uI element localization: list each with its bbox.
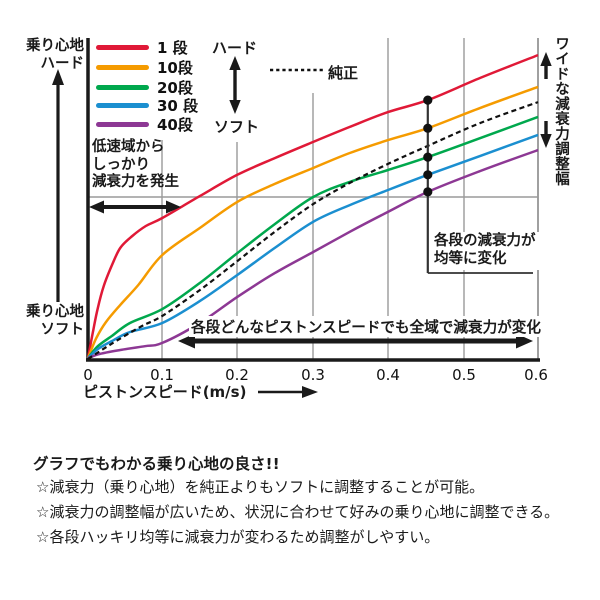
legend-label-30dan: 30 段 [157,96,199,115]
annotation-low-speed-line3: 減衰力を発生 [92,174,179,190]
marker-dot-4 [423,187,433,197]
footer-bullet-1: ☆減衰力（乗り心地）を純正よりもソフトに調整することが可能。 [36,478,485,496]
marker-dot-1 [423,123,433,133]
legend-label-1dan: 1 段 [157,38,188,57]
marker-dot-0 [423,95,433,105]
footer-bullet-3: ☆各段ハッキリ均等に減衰力が変わるため調整がしやすい。 [36,528,440,546]
y-axis-bottom-label-line1: 乗り心地 [26,304,84,320]
x-axis-direction-arrow-icon [258,386,318,398]
chart-canvas [52,38,552,398]
x-tick-0.3: 0.3 [301,366,325,384]
legend-item-20dan: 20段 [96,78,193,97]
footer-title: グラフでもわかる乗り心地の良さ!! [33,455,280,473]
legend-hard-label: ハード [212,39,258,57]
marker-dot-3 [423,170,433,180]
wide-range-up-arrow-icon [540,52,552,79]
y-axis-bottom-label: 乗り心地 ソフト [8,303,84,339]
legend-swatch-20dan [96,84,149,90]
annotation-equal-change-line1: 各段の減衰力が [434,233,536,249]
x-tick-0.4: 0.4 [376,366,400,384]
stock-line-label: 純正 [328,64,359,82]
marker-dots-layer [423,95,433,197]
footer-bullet-2: ☆減衰力の調整幅が広いため、状況に合わせて好みの乗り心地に調整できる。 [36,503,560,521]
legend-hard-soft-arrow-icon [229,56,241,114]
annotation-low-speed-line2: しっかり [92,156,150,173]
x-tick-0.6: 0.6 [524,366,548,384]
x-tick-0: 0 [83,366,93,384]
x-tick-0.2: 0.2 [225,366,249,384]
legend-swatch-10dan [96,64,149,70]
legend-swatch-30dan [96,102,149,108]
legend-label-20dan: 20段 [157,78,193,97]
annotation-low-speed: 低速域から しっかり 減衰力を発生 [92,139,179,192]
annotation-equal-change-line2: 均等に変化 [434,250,507,267]
comfort-axis-arrow-icon [52,69,64,302]
y-axis-top-label: 乗り心地 ハード [8,37,84,73]
arrows [52,52,552,398]
low-speed-range-arrow-icon [89,200,181,214]
axes [86,38,540,362]
annotation-low-speed-line1: 低速域から [92,139,165,155]
legend-soft-label: ソフト [214,118,260,136]
legend-item-1dan: 1 段 [96,38,188,57]
annotation-all-range: 各段どんなピストンスピードでも全域で減衰力が変化 [189,316,543,337]
y-axis-bottom-label-line2: ソフト [40,322,85,338]
legend-label-40dan: 40段 [157,115,193,134]
x-tick-0.5: 0.5 [452,366,476,384]
legend-swatch-40dan [96,121,149,127]
y-axis-top-label-line1: 乗り心地 [26,38,84,54]
full-range-arrow-icon [178,333,533,349]
y-axis-top-label-line2: ハード [40,56,85,72]
legend-item-40dan: 40段 [96,115,193,134]
series-line-1段 [86,53,539,359]
legend-item-30dan: 30 段 [96,96,199,115]
x-axis-title: ピストンスピード(m/s) [83,383,247,401]
annotation-equal-change: 各段の減衰力が 均等に変化 [431,232,539,270]
legend-item-10dan: 10段 [96,58,193,77]
wide-range-down-arrow-icon [540,121,552,148]
annotation-wide-range: ワイドな減衰力調整幅 [553,36,569,186]
x-tick-0.1: 0.1 [150,366,174,384]
legend-swatch-1dan [96,44,149,50]
marker-dot-2 [423,152,433,162]
series-line-10段 [86,85,539,359]
legend-label-10dan: 10段 [157,58,193,77]
